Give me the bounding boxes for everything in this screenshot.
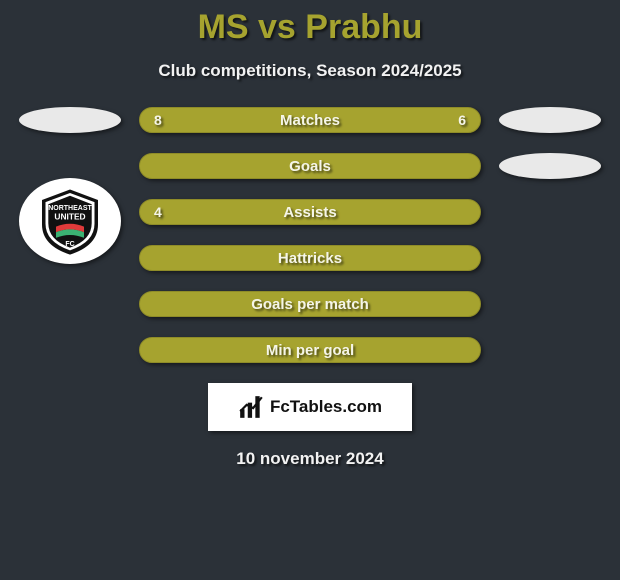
stat-label: Min per goal	[266, 342, 354, 359]
stat-bar-min-per-goal: Min per goal	[139, 337, 481, 363]
club-crest-icon: NORTHEAST UNITED FC	[30, 186, 110, 256]
stat-bar-goals: Goals	[139, 153, 481, 179]
svg-text:FC: FC	[65, 241, 74, 248]
date-text: 10 november 2024	[0, 449, 620, 469]
stat-left-value: 4	[154, 204, 162, 220]
stat-label: Assists	[283, 204, 336, 221]
stat-row: Goals	[0, 153, 620, 179]
stat-bar-assists: 4 Assists	[139, 199, 481, 225]
stat-bar-matches: 8 Matches 6	[139, 107, 481, 133]
stat-row: Min per goal	[0, 337, 620, 363]
stat-row: Goals per match	[0, 291, 620, 317]
right-badge	[499, 107, 601, 133]
branding-text: FcTables.com	[270, 397, 382, 417]
page-title: MS vs Prabhu	[0, 0, 620, 47]
stat-bar-hattricks: Hattricks	[139, 245, 481, 271]
svg-text:UNITED: UNITED	[54, 212, 85, 222]
right-badge	[499, 153, 601, 179]
svg-text:NORTHEAST: NORTHEAST	[48, 205, 92, 212]
stat-label: Matches	[280, 112, 340, 129]
stat-label: Hattricks	[278, 250, 342, 267]
branding-badge: FcTables.com	[208, 383, 412, 431]
stat-bar-goals-per-match: Goals per match	[139, 291, 481, 317]
left-club-logo: NORTHEAST UNITED FC	[19, 178, 121, 264]
stat-row: 8 Matches 6	[0, 107, 620, 133]
left-badge	[19, 107, 121, 133]
stat-right-value: 6	[458, 112, 466, 128]
stat-label: Goals	[289, 158, 331, 175]
subtitle: Club competitions, Season 2024/2025	[0, 61, 620, 81]
stat-label: Goals per match	[251, 296, 369, 313]
bar-chart-icon	[238, 394, 264, 420]
stat-left-value: 8	[154, 112, 162, 128]
